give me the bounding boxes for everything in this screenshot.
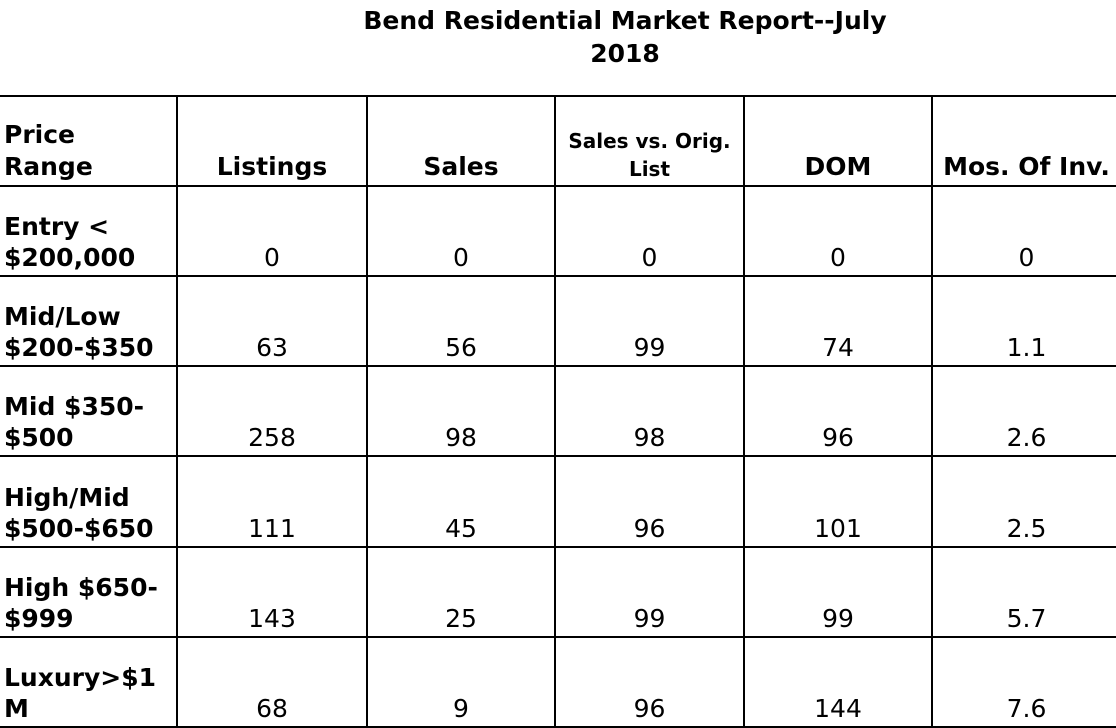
row-label-line-2: M — [4, 694, 29, 723]
cell-sales: 56 — [366, 275, 556, 368]
cell-sales-vs-orig: 99 — [554, 275, 745, 368]
cell-listings: 63 — [176, 275, 368, 368]
row-price-range: High/Mid $500-$650 — [0, 455, 178, 548]
table-row: Mid $350- $500 258 98 98 96 2.6 — [0, 365, 1116, 458]
row-label-line-2: $999 — [4, 603, 74, 633]
cell-sales: 0 — [366, 184, 556, 278]
header-mos-of-inv: Mos. Of Inv. — [931, 95, 1116, 187]
row-price-range: High $650- $999 — [0, 545, 178, 638]
row-label-line-1: Entry < — [4, 212, 110, 242]
cell-sales-vs-orig: 0 — [554, 184, 745, 278]
cell-dom: 74 — [743, 275, 933, 368]
cell-dom: 99 — [743, 545, 933, 638]
row-label-line-1: High/Mid — [4, 482, 130, 512]
row-label-line-2: $500-$650 — [4, 513, 154, 543]
market-report-table: Price Range Listings Sales Sales vs. Ori… — [0, 95, 1116, 728]
row-label-line-2: $200,000 — [4, 243, 136, 273]
header-sales-vs-orig-list: Sales vs. Orig. List — [554, 95, 745, 187]
cell-mos-of-inv: 1.1 — [931, 275, 1116, 368]
cell-listings: 0 — [176, 184, 368, 278]
header-row: Price Range Listings Sales Sales vs. Ori… — [0, 95, 1116, 187]
row-price-range: Entry < $200,000 — [0, 184, 178, 278]
header-sales-vs-orig-line-1: Sales vs. Orig. — [568, 129, 731, 153]
cell-sales-vs-orig: 98 — [554, 365, 745, 458]
header-listings: Listings — [176, 95, 368, 187]
cell-sales: 25 — [366, 545, 556, 638]
header-dom: DOM — [743, 95, 933, 187]
cell-sales-vs-orig: 96 — [554, 635, 745, 728]
cell-mos-of-inv: 2.6 — [931, 365, 1116, 458]
row-label-line-1: High $650- — [4, 572, 158, 602]
header-sales-vs-orig-line-2: List — [628, 157, 671, 181]
row-label-line-1: Mid/Low — [4, 302, 121, 332]
cell-dom: 101 — [743, 455, 933, 548]
cell-dom: 96 — [743, 365, 933, 458]
cell-listings: 258 — [176, 365, 368, 458]
row-label-line-2: $200-$350 — [4, 333, 154, 363]
cell-listings: 68 — [176, 635, 368, 728]
header-price-range: Price Range — [0, 95, 178, 187]
table-row: High $650- $999 143 25 99 99 5.7 — [0, 545, 1116, 638]
row-price-range: Mid/Low $200-$350 — [0, 275, 178, 368]
row-label-line-2: $500 — [4, 423, 74, 453]
row-price-range: Mid $350- $500 — [0, 365, 178, 458]
report-title-line-1: Bend Residential Market Report--July — [363, 6, 887, 35]
cell-sales: 9 — [366, 635, 556, 728]
cell-sales: 98 — [366, 365, 556, 458]
cell-listings: 143 — [176, 545, 368, 638]
table-row: High/Mid $500-$650 111 45 96 101 2.5 — [0, 455, 1116, 548]
cell-mos-of-inv: 5.7 — [931, 545, 1116, 638]
cell-mos-of-inv: 0 — [931, 184, 1116, 278]
table-row: Luxury>$1 M 68 9 96 144 7.6 — [0, 635, 1116, 728]
cell-sales-vs-orig: 99 — [554, 545, 745, 638]
cell-dom: 144 — [743, 635, 933, 728]
cell-sales-vs-orig: 96 — [554, 455, 745, 548]
cell-mos-of-inv: 2.5 — [931, 455, 1116, 548]
row-label-line-1: Luxury>$1 — [4, 663, 157, 692]
table-row: Entry < $200,000 0 0 0 0 0 — [0, 184, 1116, 278]
row-price-range: Luxury>$1 M — [0, 635, 178, 728]
cell-sales: 45 — [366, 455, 556, 548]
header-sales: Sales — [366, 95, 556, 187]
cell-dom: 0 — [743, 184, 933, 278]
cell-mos-of-inv: 7.6 — [931, 635, 1116, 728]
cell-listings: 111 — [176, 455, 368, 548]
row-label-line-1: Mid $350- — [4, 392, 145, 422]
table-row: Mid/Low $200-$350 63 56 99 74 1.1 — [0, 275, 1116, 368]
report-title-line-2: 2018 — [590, 39, 660, 68]
report-title: Bend Residential Market Report--July 201… — [0, 4, 1116, 70]
